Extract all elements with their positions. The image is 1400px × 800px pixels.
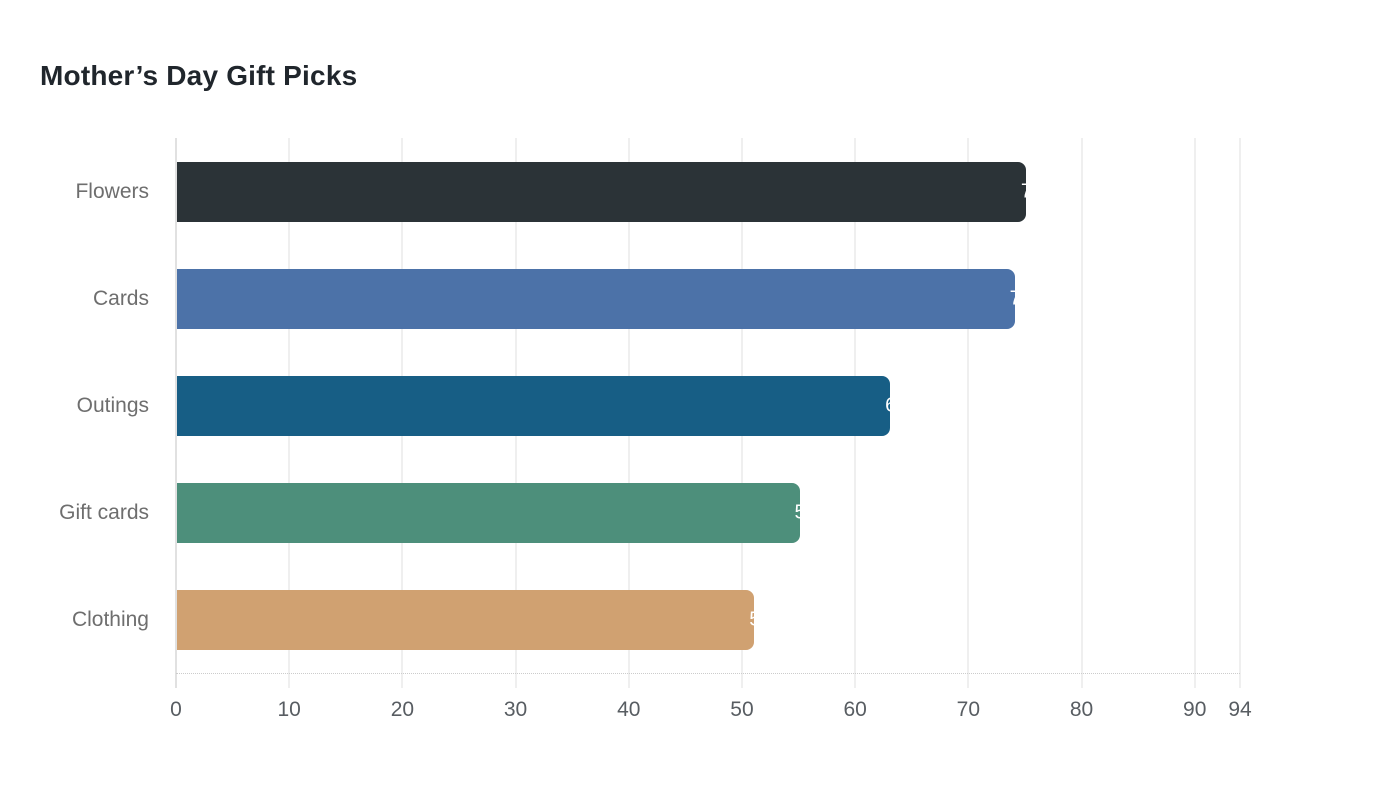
x-tick-label: 50 xyxy=(730,698,754,721)
bar-row: Outings 63 xyxy=(77,352,1240,459)
category-label: Gift cards xyxy=(59,500,149,524)
bar-flowers: 75 xyxy=(177,161,1043,222)
x-tick-label: 30 xyxy=(503,698,528,721)
bar-row: Gift cards 55 xyxy=(59,459,1240,566)
x-tick-label: 20 xyxy=(390,698,415,721)
bar-value-label: 74 xyxy=(1009,287,1032,309)
x-tick-label: 40 xyxy=(617,698,641,721)
x-axis-tick-labels: 0 10 20 30 40 50 60 70 80 90 94 xyxy=(170,698,1252,726)
x-tick-label: 94 xyxy=(1228,698,1252,721)
bar-outings: 63 xyxy=(177,375,907,436)
bar-cards: 74 xyxy=(177,268,1032,329)
x-tick-label: 70 xyxy=(956,698,981,721)
bar-gift-cards: 55 xyxy=(177,482,817,543)
x-tick-label: 60 xyxy=(843,698,867,721)
bar-rows: Flowers 75 Cards 74 Outings 63 Gift cards 55 Clo… xyxy=(59,138,1240,673)
category-label: Cards xyxy=(92,286,149,310)
chart-title: Mother’s Day Gift Picks xyxy=(40,60,358,91)
bar-clothing: 51 xyxy=(177,589,772,650)
x-tick-label: 10 xyxy=(277,698,301,721)
category-label: Flowers xyxy=(75,179,149,203)
category-label: Outings xyxy=(76,393,149,417)
category-label: Clothing xyxy=(71,607,149,631)
plot-area: Flowers 75 Cards 74 Outings 63 Gift cards 55 Clo… xyxy=(59,138,1252,721)
bar-row: Clothing 51 xyxy=(72,566,1240,673)
x-tick-label: 80 xyxy=(1069,698,1094,721)
x-axis-baseline xyxy=(176,673,1240,674)
x-tick-label: 90 xyxy=(1183,698,1207,721)
bar-value-label: 51 xyxy=(749,608,772,630)
bar-row: Flowers 75 xyxy=(75,138,1240,245)
bar-value-label: 75 xyxy=(1020,180,1044,202)
bar-value-label: 63 xyxy=(885,394,908,416)
bar-value-label: 55 xyxy=(794,501,817,523)
bar-row: Cards 74 xyxy=(93,245,1240,352)
x-tick-label: 0 xyxy=(170,698,182,721)
